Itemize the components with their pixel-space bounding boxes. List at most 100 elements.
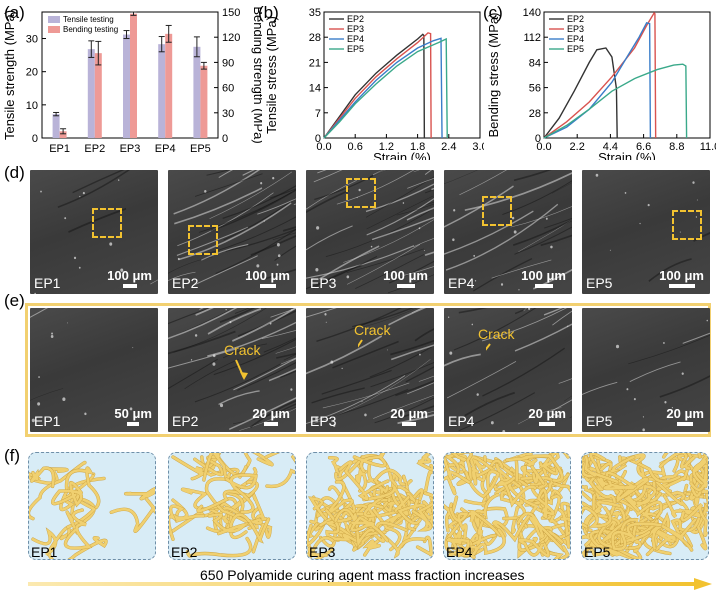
x-axis-title: Strain (%)	[373, 150, 431, 160]
bending-stress-chart: 0.02.24.46.68.811.00285684112140EP2EP3EP…	[486, 7, 716, 160]
sem-texture	[444, 170, 572, 292]
x-tick-label: 6.6	[636, 141, 651, 153]
y-axis-title: Bending stress (MPa)	[486, 13, 501, 138]
y-tick-label: 0	[32, 133, 38, 145]
y-tick-label: 7	[315, 108, 321, 120]
strength-bar-chart: 0 10 20 30 0 30 60 90 120 150 EP1 EP2 EP3 EP4 EP5 Tensi…	[2, 6, 262, 155]
sample-label: EP1	[34, 413, 61, 429]
bar-bending-testing	[94, 53, 102, 138]
scale-bar-line	[402, 422, 417, 426]
panel-label-e: (e)	[4, 291, 25, 310]
sem-texture	[306, 170, 434, 294]
panel-label-b: (b)	[258, 3, 279, 22]
scale-bar-label: 20 μm	[528, 406, 566, 421]
y2-tick-label: 0	[222, 133, 228, 145]
legend-label: EP4	[567, 34, 584, 44]
series-line-ep5	[323, 37, 448, 139]
scale-bar-line	[264, 422, 279, 426]
plot-frame	[543, 11, 711, 139]
panel-label-c: (c)	[483, 3, 503, 22]
crack-arrow	[235, 359, 248, 380]
x-tick-label: 8.8	[669, 141, 684, 153]
y-tick-label: 20	[26, 67, 38, 79]
x-tick-label: 2.2	[570, 141, 585, 153]
sem-texture	[168, 308, 296, 431]
x-tick-label: 4.4	[603, 141, 618, 153]
panel-label-d: (d)	[4, 163, 25, 182]
sample-label: EP4	[448, 413, 475, 429]
x-tick-label: 1.2	[379, 141, 394, 153]
sample-label: EP3	[310, 275, 337, 291]
zoom-region-box	[346, 178, 376, 208]
scale-bar: 100 μm	[383, 268, 428, 288]
sample-label: EP2	[172, 275, 199, 291]
legend-label: EP5	[347, 44, 364, 54]
arrow-caption: 650 Polyamide curing agent mass fraction…	[200, 567, 525, 583]
legend-label: EP2	[567, 14, 584, 24]
scale-bar-label: 20 μm	[666, 406, 704, 421]
sample-label: EP2	[172, 413, 199, 429]
sample-label: EP3	[309, 544, 336, 560]
scale-bar-label: 100 μm	[383, 268, 428, 283]
y-tick-label: 35	[309, 7, 321, 19]
y2-tick-label: 30	[222, 108, 234, 120]
sample-label: EP2	[171, 544, 198, 560]
scale-bar-line	[534, 284, 553, 288]
scale-bar-line	[668, 284, 695, 288]
sample-label: EP3	[310, 413, 337, 429]
y-tick-label: 10	[26, 100, 38, 112]
sem-image-ep3: EP3 20 μm Crack	[306, 308, 434, 432]
scale-bar: 20 μm	[666, 406, 704, 426]
y2-axis-title: Bending strength (MPa)	[251, 6, 262, 143]
y-tick-label: 56	[529, 83, 541, 95]
bar-tensile-testing	[123, 34, 130, 139]
sem-image-ep4: EP4 20 μm Crack	[444, 308, 572, 432]
y2-tick-label: 60	[222, 83, 234, 95]
x-tick-label: EP5	[190, 143, 211, 155]
crack-annotation: Crack	[478, 326, 515, 342]
y-tick-label: 84	[529, 57, 541, 69]
legend-label: EP3	[567, 24, 584, 34]
bar-bending-testing	[59, 131, 67, 138]
network-schematic-ep2: EP2	[168, 452, 296, 560]
sem-texture	[30, 308, 134, 423]
series-line-ep3	[543, 11, 657, 139]
series-line-ep2	[323, 33, 426, 139]
sem-texture	[306, 308, 434, 428]
scale-bar: 20 μm	[390, 406, 428, 426]
y2-tick-label: 150	[222, 7, 240, 19]
legend-label: EP3	[347, 24, 364, 34]
polymer-chains	[307, 453, 433, 559]
y-tick-label: 14	[309, 83, 321, 95]
network-schematic-ep4: EP4	[443, 452, 571, 560]
polymer-chains	[169, 453, 295, 558]
y-tick-label: 112	[523, 32, 541, 44]
x-tick-label: EP4	[155, 143, 176, 155]
network-schematic-ep1: EP1	[28, 452, 156, 560]
x-tick-label: 0.6	[348, 141, 363, 153]
scale-bar-label: 50 μm	[114, 406, 152, 421]
zoom-region-box	[482, 196, 512, 226]
network-schematic-ep3: EP3	[306, 452, 434, 560]
scale-bar-line	[396, 284, 415, 288]
series-line-ep3	[323, 32, 432, 139]
x-tick-label: 2.4	[441, 141, 456, 153]
y-tick-label: 0	[535, 133, 541, 145]
y-tick-label: 140	[523, 7, 541, 19]
x-tick-label: 11.0	[700, 141, 716, 153]
plot-frame	[323, 11, 481, 139]
sem-image-ep1: EP1 50 μm	[30, 308, 158, 432]
bar-tensile-testing	[52, 114, 60, 138]
sem-image-ep4: EP4 100 μm	[444, 170, 572, 294]
sem-image-ep5: EP5 100 μm	[582, 170, 710, 294]
series-line-ep4	[543, 21, 652, 139]
crack-arrow	[358, 339, 363, 348]
sample-label: EP1	[34, 275, 61, 291]
scale-bar: 20 μm	[252, 406, 290, 426]
x-tick-label: EP3	[120, 143, 141, 155]
series-line-ep5	[543, 63, 688, 139]
scale-bar-label: 100 μm	[245, 268, 290, 283]
bar-bending-testing	[130, 13, 137, 138]
scale-bar: 100 μm	[107, 268, 152, 288]
series-line-ep2	[543, 47, 618, 139]
